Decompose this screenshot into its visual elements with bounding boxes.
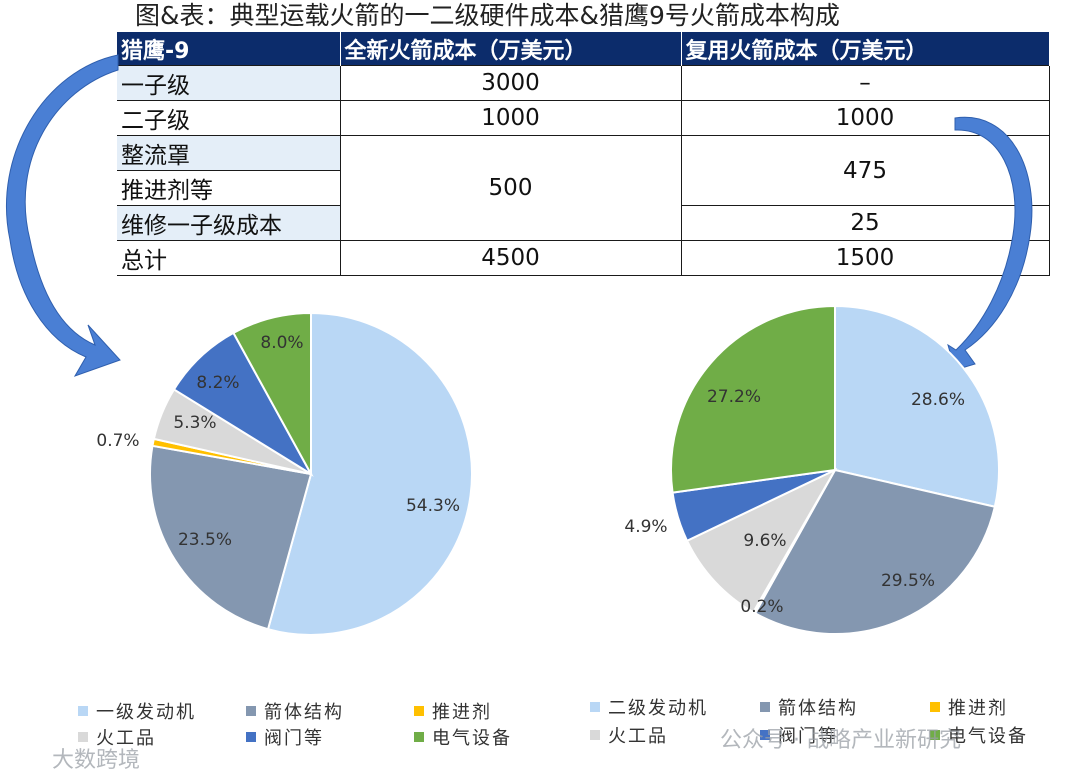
legend-swatch <box>246 706 256 716</box>
watermark-bottom-left: 大数跨境 <box>52 748 141 773</box>
row-label: 整流罩 <box>117 135 341 171</box>
cell-value: 500 <box>340 135 682 241</box>
legend-label: 一级发动机 <box>96 702 196 723</box>
pie-slice-electrical <box>232 311 312 475</box>
legend-label: 电气设备 <box>948 726 1028 747</box>
pie-slice-engine <box>834 304 1000 508</box>
legend-swatch <box>930 730 940 740</box>
legend-item: 箭体结构 <box>246 698 344 724</box>
table-header: 复用火箭成本（万美元） <box>681 32 1050 66</box>
legend-swatch <box>78 706 88 716</box>
legend-label: 推进剂 <box>948 698 1008 719</box>
legend-item: 一级发动机 <box>78 698 196 724</box>
pie-data-label: 23.5% <box>178 530 232 550</box>
legend-label: 阀门等 <box>778 726 838 747</box>
pie-data-label: 9.6% <box>743 531 786 551</box>
legend-label: 阀门等 <box>264 728 324 749</box>
legend-swatch <box>590 730 600 740</box>
row-label: 总计 <box>117 240 341 276</box>
table-header-row: 猎鹰-9 全新火箭成本（万美元） 复用火箭成本（万美元） <box>117 32 1050 66</box>
legend-label: 箭体结构 <box>264 702 344 723</box>
cell-value: 1500 <box>681 240 1050 276</box>
left-arrow-icon <box>6 54 121 377</box>
table-row: 总计 4500 1500 <box>117 240 1050 276</box>
table-row: 维修一子级成本 25 <box>117 205 1050 241</box>
legend-label: 火工品 <box>608 726 668 747</box>
legend-item: 阀门等 <box>760 722 838 748</box>
legend-label: 火工品 <box>96 728 156 749</box>
table-row: 推进剂等 <box>117 170 1049 206</box>
legend-swatch <box>760 730 770 740</box>
legend-item: 推进剂 <box>414 698 492 724</box>
pie-slice-electrical <box>670 304 836 494</box>
table-header: 全新火箭成本（万美元） <box>340 32 682 66</box>
legend-item: 火工品 <box>78 724 156 750</box>
pie-chart-first-stage: 54.3% 23.5% 0.7% 5.3% 8.2% 8.0% <box>96 311 474 636</box>
pie-data-label: 4.9% <box>624 517 667 537</box>
legend-label: 推进剂 <box>432 702 492 723</box>
table-row: 整流罩 500 475 <box>117 135 1050 241</box>
row-label: 一子级 <box>117 65 341 101</box>
cell-value: 3000 <box>340 65 682 101</box>
cost-table: 猎鹰-9 全新火箭成本（万美元） 复用火箭成本（万美元） 一子级 3000 – … <box>117 32 1050 276</box>
pie-slice-body <box>753 468 997 635</box>
pie-chart-second-stage: 28.6% 29.5% 0.2% 9.6% 4.9% 27.2% <box>624 304 1000 635</box>
pie-slice-body <box>149 444 313 631</box>
pie-data-label: 8.2% <box>196 373 239 393</box>
legend-swatch <box>414 706 424 716</box>
pie-data-label: 29.5% <box>881 571 935 591</box>
pie-data-label: 5.3% <box>173 413 216 433</box>
legend-swatch <box>760 702 770 712</box>
legend-label: 箭体结构 <box>778 698 858 719</box>
legend-swatch <box>590 702 600 712</box>
table-header: 猎鹰-9 <box>117 32 341 66</box>
pie-data-label: 8.0% <box>260 333 303 353</box>
legend-label: 电气设备 <box>432 728 512 749</box>
legend-swatch <box>414 732 424 742</box>
row-label: 二子级 <box>117 100 341 136</box>
pie-slice-engine <box>266 311 474 636</box>
legend-label: 二级发动机 <box>608 698 708 719</box>
pie-data-label: 54.3% <box>406 496 460 516</box>
legend-swatch <box>78 732 88 742</box>
pie-data-label: 28.6% <box>911 390 965 410</box>
right-arrow-icon <box>947 116 1033 371</box>
pie-data-label: 27.2% <box>707 387 761 407</box>
cell-value: – <box>681 65 1050 101</box>
pie-slice-pyro <box>685 467 838 614</box>
row-label: 维修一子级成本 <box>117 205 341 241</box>
row-label: 推进剂等 <box>117 170 341 206</box>
pie-data-label: 0.7% <box>96 431 139 451</box>
legend-item: 推进剂 <box>930 694 1008 720</box>
legend-item: 阀门等 <box>246 724 324 750</box>
legend-item: 箭体结构 <box>760 694 858 720</box>
cell-value: 475 <box>681 135 1050 206</box>
watermark-bottom-right: 公众号 · 战略产业新研究 <box>720 728 961 753</box>
pie-data-label: 0.2% <box>740 597 783 617</box>
legend-item: 二级发动机 <box>590 694 708 720</box>
legend-item: 电气设备 <box>930 722 1028 748</box>
legend-swatch <box>930 702 940 712</box>
cell-value: 1000 <box>340 100 682 136</box>
table-row: 一子级 3000 – <box>117 65 1050 101</box>
legend-item: 火工品 <box>590 722 668 748</box>
page-title: 图&表：典型运载火箭的一二级硬件成本&猎鹰9号火箭成本构成 <box>135 1 840 30</box>
legend-item: 电气设备 <box>414 724 512 750</box>
legend-swatch <box>246 732 256 742</box>
cell-value: 4500 <box>340 240 682 276</box>
cell-value: 25 <box>681 205 1050 241</box>
